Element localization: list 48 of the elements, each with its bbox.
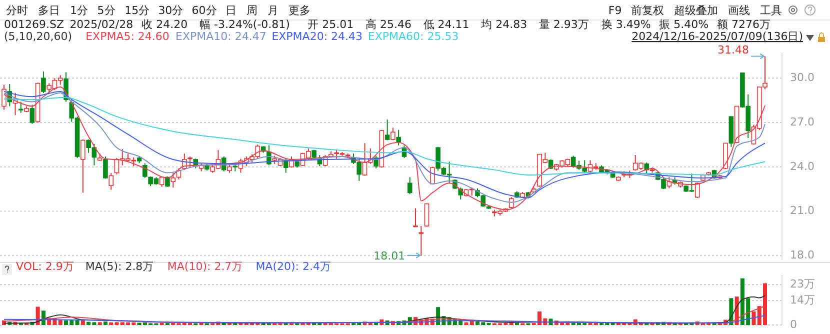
text: MA(20): 2.4万 — [256, 260, 331, 273]
text: 月 — [267, 4, 278, 17]
text: EXPMA60: 25.53 — [368, 30, 459, 43]
legend-title: (5,10,20,60) — [4, 30, 72, 43]
y-tick-label: 14万 — [790, 293, 815, 306]
text: 振 5.40% — [659, 18, 709, 31]
text: 周 — [246, 4, 258, 17]
text: 更多 — [288, 4, 310, 17]
text: 2025/02/28 — [70, 18, 134, 31]
annotation: 18.01 — [374, 249, 406, 262]
y-tick-label: 0 — [790, 318, 797, 332]
text: 幅 -3.24%(-0.81) — [200, 18, 290, 31]
text: EXPMA20: 24.43 — [272, 30, 363, 43]
annotation: 31.48 — [718, 43, 749, 56]
y-tick-label: 21.0 — [790, 204, 814, 218]
text: MA(10): 2.7万 — [167, 260, 243, 273]
text: VOL: 2.9万 — [16, 260, 74, 273]
text: 开 25.01 — [308, 18, 354, 31]
text: EXPMA10: 24.47 — [176, 30, 266, 43]
y-tick-label: 24.0 — [790, 160, 814, 173]
text: 1分 — [70, 4, 88, 17]
text: 前复权 — [631, 4, 664, 17]
text: 换 3.49% — [601, 18, 651, 31]
text: 15分 — [124, 4, 150, 17]
text: 画线 — [728, 4, 750, 17]
y-tick-label: 23万 — [790, 278, 815, 291]
text: 低 24.11 — [423, 18, 470, 31]
y-tick-label: 18.0 — [790, 248, 814, 262]
text: 001269.SZ — [4, 18, 64, 31]
text: F9 — [608, 4, 622, 17]
text: 额 7276万 — [717, 18, 770, 31]
text: MA(5): 2.8万 — [85, 260, 154, 273]
text: 工具 — [760, 4, 782, 17]
y-tick-label: 27.0 — [790, 115, 814, 129]
text: 多日 — [38, 4, 60, 17]
text: 5分 — [97, 4, 116, 17]
y-tick-label: 30.0 — [790, 71, 814, 84]
text: 日 — [225, 4, 236, 17]
text: 均 24.83 — [480, 18, 528, 31]
text: 高 25.46 — [366, 18, 412, 31]
text: 60分 — [192, 4, 217, 17]
text: EXPMA5: 24.60 — [86, 30, 170, 43]
text: 分时 — [6, 4, 28, 17]
text: 量 2.93万 — [538, 18, 589, 31]
text: 收 24.20 — [142, 18, 188, 31]
text: 2024/12/16-2025/07/09(136日) — [632, 30, 803, 43]
text: 30分 — [158, 4, 184, 17]
text: 超级叠加 — [674, 4, 718, 17]
